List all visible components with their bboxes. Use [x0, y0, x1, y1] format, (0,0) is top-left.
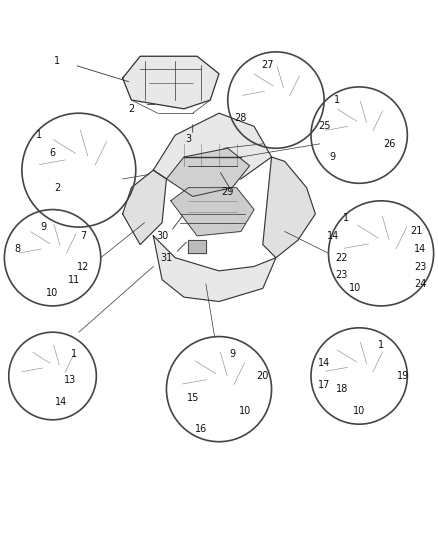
Text: 16: 16 — [195, 424, 208, 433]
Text: 6: 6 — [49, 148, 56, 158]
Text: 14: 14 — [414, 244, 427, 254]
Text: 17: 17 — [318, 379, 330, 390]
Text: 1: 1 — [71, 349, 78, 359]
Text: 10: 10 — [46, 288, 59, 298]
Text: 1: 1 — [343, 213, 349, 223]
Text: 28: 28 — [235, 112, 247, 123]
Text: 19: 19 — [397, 371, 409, 381]
Text: 10: 10 — [239, 406, 251, 416]
Text: 9: 9 — [330, 152, 336, 162]
Text: 27: 27 — [261, 60, 273, 70]
Text: 1: 1 — [378, 341, 384, 350]
Text: 18: 18 — [336, 384, 348, 394]
Text: 2: 2 — [54, 183, 60, 192]
Text: 10: 10 — [353, 406, 365, 416]
Text: 1: 1 — [36, 130, 42, 140]
Polygon shape — [153, 113, 272, 188]
Text: 8: 8 — [14, 244, 21, 254]
Text: 9: 9 — [229, 349, 235, 359]
Text: 9: 9 — [41, 222, 47, 232]
Polygon shape — [263, 157, 315, 258]
Text: 21: 21 — [410, 227, 422, 237]
Text: 14: 14 — [327, 231, 339, 241]
Text: 31: 31 — [160, 253, 173, 263]
Text: 29: 29 — [222, 187, 234, 197]
Polygon shape — [153, 236, 276, 302]
Text: 1: 1 — [54, 55, 60, 66]
Polygon shape — [171, 188, 254, 236]
Text: 14: 14 — [55, 397, 67, 407]
Text: 10: 10 — [349, 284, 361, 293]
Text: 14: 14 — [318, 358, 330, 368]
Text: 12: 12 — [77, 262, 89, 271]
Text: 1: 1 — [334, 95, 340, 105]
Polygon shape — [123, 170, 166, 245]
Text: 7: 7 — [80, 231, 86, 241]
Text: 23: 23 — [336, 270, 348, 280]
Text: 30: 30 — [156, 231, 168, 241]
Text: 26: 26 — [384, 139, 396, 149]
Polygon shape — [166, 148, 250, 197]
Text: 20: 20 — [257, 371, 269, 381]
Text: 22: 22 — [336, 253, 348, 263]
Text: 13: 13 — [64, 375, 76, 385]
Polygon shape — [123, 56, 219, 109]
Text: 11: 11 — [68, 274, 81, 285]
Polygon shape — [188, 240, 206, 253]
Text: 25: 25 — [318, 122, 330, 131]
Text: 2: 2 — [128, 104, 134, 114]
Text: 15: 15 — [187, 393, 199, 403]
Text: 23: 23 — [414, 262, 427, 271]
Text: 3: 3 — [185, 134, 191, 144]
Text: 24: 24 — [414, 279, 427, 289]
